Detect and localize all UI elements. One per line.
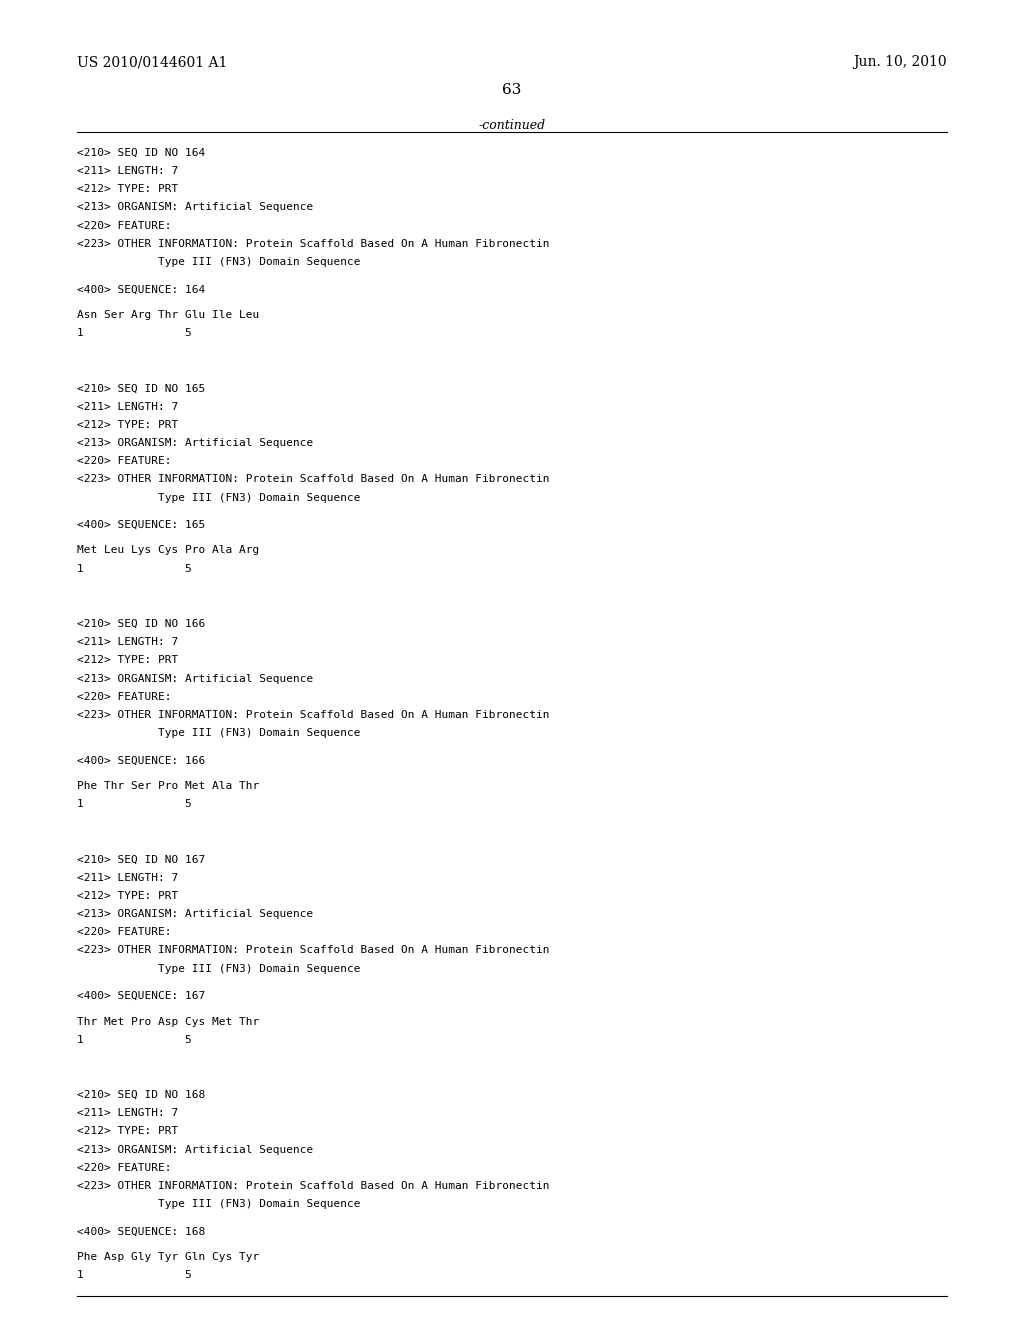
Text: <213> ORGANISM: Artificial Sequence: <213> ORGANISM: Artificial Sequence (77, 673, 313, 684)
Text: <211> LENGTH: 7: <211> LENGTH: 7 (77, 873, 178, 883)
Text: <211> LENGTH: 7: <211> LENGTH: 7 (77, 401, 178, 412)
Text: 1               5: 1 5 (77, 1270, 191, 1280)
Text: <400> SEQUENCE: 167: <400> SEQUENCE: 167 (77, 991, 205, 1001)
Text: <400> SEQUENCE: 165: <400> SEQUENCE: 165 (77, 520, 205, 529)
Text: 63: 63 (503, 83, 521, 98)
Text: Met Leu Lys Cys Pro Ala Arg: Met Leu Lys Cys Pro Ala Arg (77, 545, 259, 556)
Text: <220> FEATURE:: <220> FEATURE: (77, 692, 171, 702)
Text: <223> OTHER INFORMATION: Protein Scaffold Based On A Human Fibronectin: <223> OTHER INFORMATION: Protein Scaffol… (77, 1181, 549, 1191)
Text: 1               5: 1 5 (77, 564, 191, 574)
Text: <213> ORGANISM: Artificial Sequence: <213> ORGANISM: Artificial Sequence (77, 438, 313, 447)
Text: Phe Asp Gly Tyr Gln Cys Tyr: Phe Asp Gly Tyr Gln Cys Tyr (77, 1253, 259, 1262)
Text: Type III (FN3) Domain Sequence: Type III (FN3) Domain Sequence (77, 257, 360, 267)
Text: <213> ORGANISM: Artificial Sequence: <213> ORGANISM: Artificial Sequence (77, 909, 313, 919)
Text: Type III (FN3) Domain Sequence: Type III (FN3) Domain Sequence (77, 492, 360, 503)
Text: Phe Thr Ser Pro Met Ala Thr: Phe Thr Ser Pro Met Ala Thr (77, 781, 259, 791)
Text: <213> ORGANISM: Artificial Sequence: <213> ORGANISM: Artificial Sequence (77, 1144, 313, 1155)
Text: <210> SEQ ID NO 166: <210> SEQ ID NO 166 (77, 619, 205, 628)
Text: <211> LENGTH: 7: <211> LENGTH: 7 (77, 166, 178, 176)
Text: <400> SEQUENCE: 166: <400> SEQUENCE: 166 (77, 755, 205, 766)
Text: Thr Met Pro Asp Cys Met Thr: Thr Met Pro Asp Cys Met Thr (77, 1016, 259, 1027)
Text: -continued: -continued (478, 119, 546, 132)
Text: <212> TYPE: PRT: <212> TYPE: PRT (77, 420, 178, 430)
Text: Jun. 10, 2010: Jun. 10, 2010 (854, 55, 947, 70)
Text: 1               5: 1 5 (77, 799, 191, 809)
Text: <210> SEQ ID NO 164: <210> SEQ ID NO 164 (77, 148, 205, 158)
Text: <223> OTHER INFORMATION: Protein Scaffold Based On A Human Fibronectin: <223> OTHER INFORMATION: Protein Scaffol… (77, 239, 549, 249)
Text: Asn Ser Arg Thr Glu Ile Leu: Asn Ser Arg Thr Glu Ile Leu (77, 310, 259, 319)
Text: <223> OTHER INFORMATION: Protein Scaffold Based On A Human Fibronectin: <223> OTHER INFORMATION: Protein Scaffol… (77, 710, 549, 719)
Text: 1               5: 1 5 (77, 1035, 191, 1044)
Text: <223> OTHER INFORMATION: Protein Scaffold Based On A Human Fibronectin: <223> OTHER INFORMATION: Protein Scaffol… (77, 474, 549, 484)
Text: <220> FEATURE:: <220> FEATURE: (77, 927, 171, 937)
Text: <211> LENGTH: 7: <211> LENGTH: 7 (77, 1107, 178, 1118)
Text: <220> FEATURE:: <220> FEATURE: (77, 220, 171, 231)
Text: Type III (FN3) Domain Sequence: Type III (FN3) Domain Sequence (77, 964, 360, 974)
Text: Type III (FN3) Domain Sequence: Type III (FN3) Domain Sequence (77, 1199, 360, 1209)
Text: <212> TYPE: PRT: <212> TYPE: PRT (77, 891, 178, 900)
Text: <400> SEQUENCE: 168: <400> SEQUENCE: 168 (77, 1226, 205, 1237)
Text: <211> LENGTH: 7: <211> LENGTH: 7 (77, 638, 178, 647)
Text: <212> TYPE: PRT: <212> TYPE: PRT (77, 1126, 178, 1137)
Text: <210> SEQ ID NO 167: <210> SEQ ID NO 167 (77, 854, 205, 865)
Text: <223> OTHER INFORMATION: Protein Scaffold Based On A Human Fibronectin: <223> OTHER INFORMATION: Protein Scaffol… (77, 945, 549, 956)
Text: 1               5: 1 5 (77, 329, 191, 338)
Text: <210> SEQ ID NO 168: <210> SEQ ID NO 168 (77, 1090, 205, 1100)
Text: <212> TYPE: PRT: <212> TYPE: PRT (77, 185, 178, 194)
Text: <213> ORGANISM: Artificial Sequence: <213> ORGANISM: Artificial Sequence (77, 202, 313, 213)
Text: <220> FEATURE:: <220> FEATURE: (77, 1163, 171, 1172)
Text: Type III (FN3) Domain Sequence: Type III (FN3) Domain Sequence (77, 729, 360, 738)
Text: US 2010/0144601 A1: US 2010/0144601 A1 (77, 55, 227, 70)
Text: <210> SEQ ID NO 165: <210> SEQ ID NO 165 (77, 383, 205, 393)
Text: <400> SEQUENCE: 164: <400> SEQUENCE: 164 (77, 285, 205, 294)
Text: <212> TYPE: PRT: <212> TYPE: PRT (77, 655, 178, 665)
Text: <220> FEATURE:: <220> FEATURE: (77, 457, 171, 466)
